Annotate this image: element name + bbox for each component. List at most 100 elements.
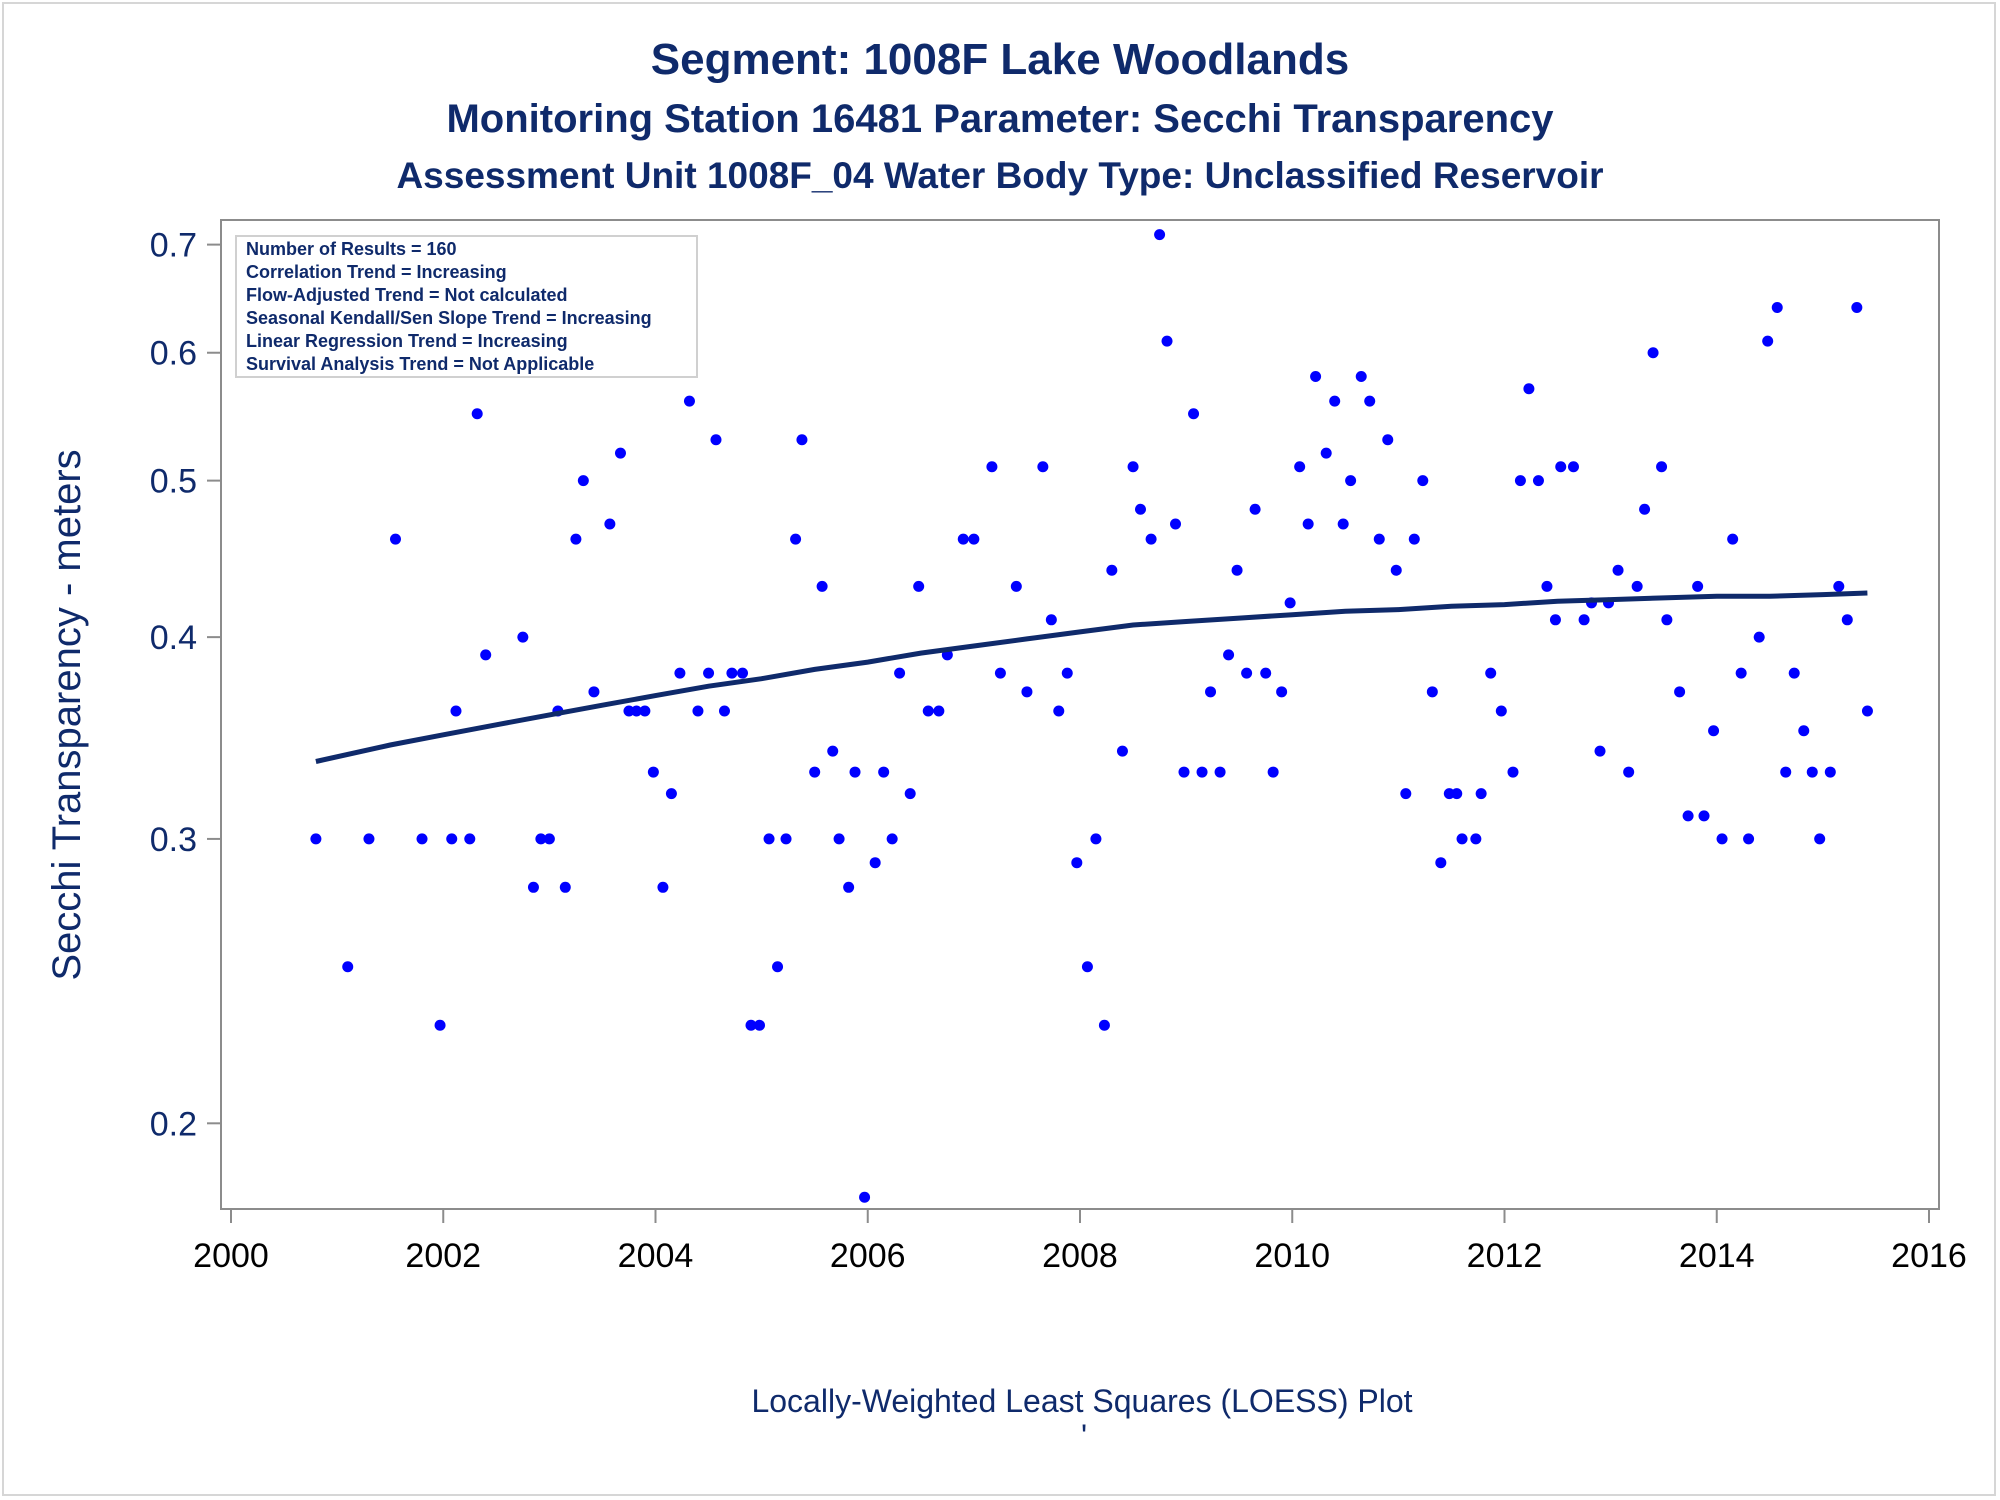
- x-tick-label: 2006: [830, 1237, 906, 1275]
- data-point: [1692, 580, 1704, 592]
- data-point: [577, 475, 589, 487]
- data-point: [1727, 533, 1739, 545]
- data-point: [434, 1019, 446, 1031]
- data-point: [1435, 857, 1447, 869]
- data-point: [809, 766, 821, 778]
- data-point: [1567, 461, 1579, 473]
- data-point: [665, 788, 677, 800]
- stats-line-5: Linear Regression Trend = Increasing: [246, 331, 568, 351]
- data-point: [1408, 533, 1420, 545]
- loess-curve: [315, 590, 1868, 764]
- data-point: [657, 881, 669, 893]
- data-point: [464, 833, 476, 845]
- data-point: [878, 766, 890, 778]
- data-point: [1223, 649, 1235, 661]
- data-point: [1161, 335, 1173, 347]
- data-point: [1426, 686, 1438, 698]
- data-point: [1145, 533, 1157, 545]
- data-point: [843, 881, 855, 893]
- data-point: [1214, 766, 1226, 778]
- data-point: [1284, 597, 1296, 609]
- data-point: [1824, 766, 1836, 778]
- data-point: [1071, 857, 1083, 869]
- data-point: [790, 533, 802, 545]
- data-point: [710, 434, 722, 446]
- stats-line-4: Seasonal Kendall/Sen Slope Trend = Incre…: [246, 308, 652, 328]
- data-point: [1337, 518, 1349, 530]
- data-point: [1390, 564, 1402, 576]
- data-point: [1788, 667, 1800, 679]
- data-point: [957, 533, 969, 545]
- data-point: [1231, 564, 1243, 576]
- data-point: [450, 705, 462, 717]
- data-point: [904, 788, 916, 800]
- data-point: [1549, 614, 1561, 626]
- data-point: [1814, 833, 1826, 845]
- data-point: [1674, 686, 1686, 698]
- data-point: [1555, 461, 1567, 473]
- data-point: [1475, 788, 1487, 800]
- stats-line-3: Flow-Adjusted Trend = Not calculated: [246, 285, 568, 305]
- data-point: [1205, 686, 1217, 698]
- data-point: [1451, 788, 1463, 800]
- data-point: [1053, 705, 1065, 717]
- data-point: [342, 961, 354, 973]
- stats-line-1: Number of Results = 160: [246, 239, 457, 259]
- data-point: [446, 833, 458, 845]
- data-point: [1495, 705, 1507, 717]
- footnote: Locally-Weighted Least Squares (LOESS) P…: [751, 1383, 1412, 1419]
- data-point: [1841, 614, 1853, 626]
- data-point: [570, 533, 582, 545]
- data-point: [1753, 631, 1765, 643]
- data-point: [1188, 408, 1200, 420]
- data-point: [1090, 833, 1102, 845]
- data-point: [614, 447, 626, 459]
- data-point: [1010, 580, 1022, 592]
- stats-line-2: Correlation Trend = Increasing: [246, 262, 507, 282]
- data-point: [796, 434, 808, 446]
- data-point: [1241, 667, 1253, 679]
- y-axis-title: Secchi Transparency - meters: [45, 449, 89, 980]
- y-tick-label: 0.6: [150, 335, 197, 373]
- y-tick-label: 0.2: [150, 1105, 197, 1143]
- data-point: [1302, 518, 1314, 530]
- data-point: [1514, 475, 1526, 487]
- data-point: [1178, 766, 1190, 778]
- data-point: [1196, 766, 1208, 778]
- data-point: [745, 1019, 757, 1031]
- data-point: [1329, 395, 1341, 407]
- data-point: [1249, 503, 1261, 515]
- data-point: [1400, 788, 1412, 800]
- data-point: [1798, 725, 1810, 737]
- data-point: [1771, 301, 1783, 313]
- data-point: [1780, 766, 1792, 778]
- data-point: [1541, 580, 1553, 592]
- stats-box: [235, 235, 698, 378]
- data-point: [543, 833, 555, 845]
- data-points: [310, 229, 1873, 1203]
- data-point: [1708, 725, 1720, 737]
- x-tick-label: 2002: [405, 1237, 481, 1275]
- chart-title: Segment: 1008F Lake Woodlands: [650, 35, 1350, 84]
- x-tick-label: 2008: [1042, 1237, 1118, 1275]
- data-point: [1364, 395, 1376, 407]
- data-point: [1382, 434, 1394, 446]
- y-tick-label: 0.7: [150, 227, 197, 265]
- data-point: [1061, 667, 1073, 679]
- data-point: [1682, 810, 1694, 822]
- data-point: [913, 580, 925, 592]
- data-point: [1631, 580, 1643, 592]
- data-point: [886, 833, 898, 845]
- data-point: [1532, 475, 1544, 487]
- data-point: [1294, 461, 1306, 473]
- data-point: [849, 766, 861, 778]
- data-point: [471, 408, 483, 420]
- data-point: [1507, 766, 1519, 778]
- data-point: [703, 667, 715, 679]
- data-point: [1116, 745, 1128, 757]
- data-point: [754, 1019, 766, 1031]
- data-point: [1716, 833, 1728, 845]
- data-point: [1045, 614, 1057, 626]
- data-point: [1127, 461, 1139, 473]
- data-point: [647, 766, 659, 778]
